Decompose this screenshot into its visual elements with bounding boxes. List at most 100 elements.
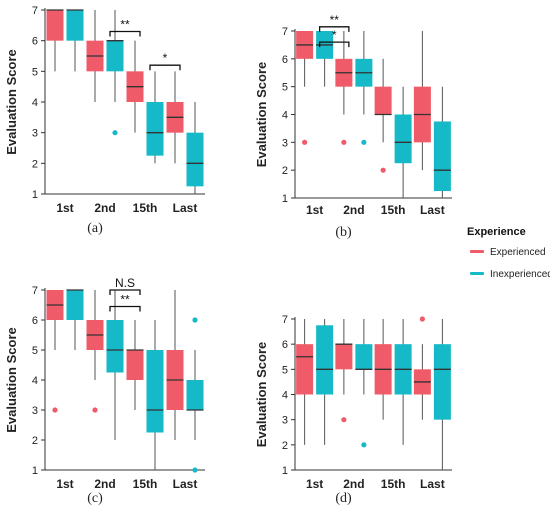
x-tick-label: Last	[173, 201, 198, 215]
box-body	[146, 350, 164, 433]
significance-label: N.S	[115, 276, 135, 290]
box-body	[394, 114, 412, 164]
y-tick-label: 2	[282, 440, 288, 452]
y-tick-label: 6	[282, 339, 288, 351]
box-body	[316, 325, 334, 395]
box-experienced-2nd	[86, 290, 104, 413]
y-tick-label: 2	[282, 165, 288, 177]
box-experienced-last	[413, 31, 431, 171]
y-tick-label: 1	[32, 465, 38, 477]
box-body	[186, 380, 204, 410]
box-body	[335, 344, 353, 370]
box-body	[46, 10, 64, 41]
panel-caption: (c)	[87, 491, 103, 506]
legend-swatch-inexperienced	[470, 272, 484, 275]
y-tick-label: 5	[282, 82, 288, 94]
outlier-point	[192, 317, 198, 323]
box-inexperienced-2nd	[106, 10, 124, 136]
y-tick-label: 7	[32, 5, 38, 17]
legend-swatch-experienced	[470, 250, 484, 253]
legend-title: Experience	[467, 226, 526, 238]
box-experienced-last	[166, 290, 184, 440]
significance-bracket: *	[149, 51, 181, 71]
outlier-point	[341, 139, 347, 145]
y-tick-label: 3	[32, 128, 38, 140]
box-body	[146, 102, 164, 156]
box-experienced-1st	[46, 9, 64, 72]
y-tick-label: 1	[282, 193, 288, 205]
y-tick-label: 2	[32, 435, 38, 447]
box-body	[186, 132, 204, 187]
box-experienced-last	[166, 71, 184, 164]
x-tick-label: Last	[420, 203, 445, 217]
y-tick-label: 5	[282, 364, 288, 376]
box-experienced-2nd	[335, 319, 353, 423]
box-experienced-1st	[296, 319, 314, 445]
box-inexperienced-15th	[394, 86, 412, 198]
outlier-point	[419, 316, 425, 322]
outlier-point	[92, 407, 98, 413]
legend-label-inexperienced: Inexperienced	[490, 269, 550, 280]
outlier-point	[192, 467, 198, 473]
outlier-point	[112, 130, 118, 136]
box-experienced-15th	[126, 320, 144, 410]
box-inexperienced-2nd	[106, 290, 124, 440]
box-inexperienced-15th	[146, 320, 164, 470]
x-tick-label: 15th	[133, 201, 158, 215]
y-axis-label: Evaluation Score	[254, 62, 269, 167]
box-inexperienced-1st	[316, 31, 334, 87]
significance-label: **	[120, 17, 130, 31]
box-experienced-1st	[46, 290, 64, 413]
legend: Experience Experienced Inexperienced	[467, 226, 550, 280]
outlier-point	[341, 417, 347, 423]
y-tick-label: 7	[32, 285, 38, 297]
box-body	[126, 350, 144, 380]
y-tick-label: 2	[32, 158, 38, 170]
legend-label-experienced: Experienced	[490, 247, 546, 258]
bracket-line	[109, 30, 141, 37]
bracket-line	[318, 26, 350, 32]
box-body	[106, 320, 124, 373]
significance-label: *	[332, 28, 337, 42]
x-tick-label: 15th	[381, 203, 406, 217]
box-inexperienced-last	[433, 319, 451, 470]
y-tick-label: 1	[32, 189, 38, 201]
x-tick-label: 1st	[56, 477, 73, 491]
y-tick-label: 7	[282, 314, 288, 326]
y-tick-label: 6	[32, 36, 38, 48]
y-tick-label: 4	[32, 375, 38, 387]
box-inexperienced-1st	[316, 319, 334, 445]
box-inexperienced-2nd	[355, 31, 373, 145]
y-tick-label: 4	[282, 110, 288, 122]
outlier-point	[361, 139, 367, 145]
panel-c: 1 2 3 4 5 6 7 Evaluation Score 1st 2nd 15th Last N.S…	[4, 276, 205, 506]
x-tick-label: 2nd	[94, 477, 115, 491]
significance-bracket: **	[109, 293, 141, 312]
box-body	[355, 344, 373, 370]
box-body	[433, 121, 451, 192]
y-tick-label: 3	[282, 137, 288, 149]
panel-d: 1 2 3 4 5 6 7 Evaluation Score 1st 2nd 15th Last (d)	[254, 314, 452, 506]
y-tick-label: 6	[282, 54, 288, 66]
y-tick-label: 3	[32, 405, 38, 417]
box-experienced-15th	[126, 40, 144, 133]
y-tick-label: 7	[282, 26, 288, 38]
box-inexperienced-last	[433, 86, 451, 198]
significance-bracket: *	[318, 28, 350, 48]
x-tick-label: Last	[420, 477, 445, 491]
significance-label: **	[120, 293, 130, 307]
y-tick-label: 4	[32, 97, 38, 109]
y-tick-label: 5	[32, 345, 38, 357]
x-tick-label: 15th	[133, 477, 158, 491]
box-body	[296, 344, 314, 395]
panel-caption: (b)	[335, 225, 352, 240]
x-tick-label: 2nd	[94, 201, 115, 215]
panel-b: 1 2 3 4 5 6 7 Evaluation Score 1st 2nd 15th Last ***…	[254, 13, 452, 240]
x-tick-label: Last	[173, 477, 198, 491]
outlier-point	[380, 167, 386, 173]
box-body	[106, 40, 124, 72]
bracket-line	[318, 41, 350, 48]
significance-bracket: **	[109, 17, 141, 37]
